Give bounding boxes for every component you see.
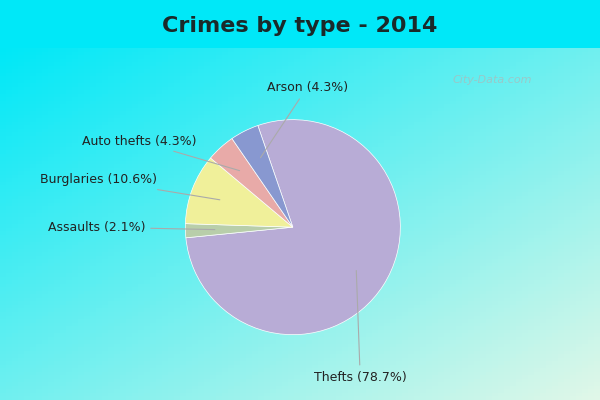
Text: Arson (4.3%): Arson (4.3%) [260, 81, 348, 158]
Text: Thefts (78.7%): Thefts (78.7%) [314, 270, 407, 384]
Text: Crimes by type - 2014: Crimes by type - 2014 [163, 16, 437, 36]
Text: Auto thefts (4.3%): Auto thefts (4.3%) [82, 135, 239, 171]
Wedge shape [185, 158, 293, 227]
Wedge shape [232, 126, 293, 227]
Text: Burglaries (10.6%): Burglaries (10.6%) [40, 173, 220, 200]
Text: Assaults (2.1%): Assaults (2.1%) [47, 221, 215, 234]
Wedge shape [211, 138, 293, 227]
Text: City-Data.com: City-Data.com [452, 75, 532, 85]
Wedge shape [185, 224, 293, 238]
Wedge shape [186, 120, 400, 335]
